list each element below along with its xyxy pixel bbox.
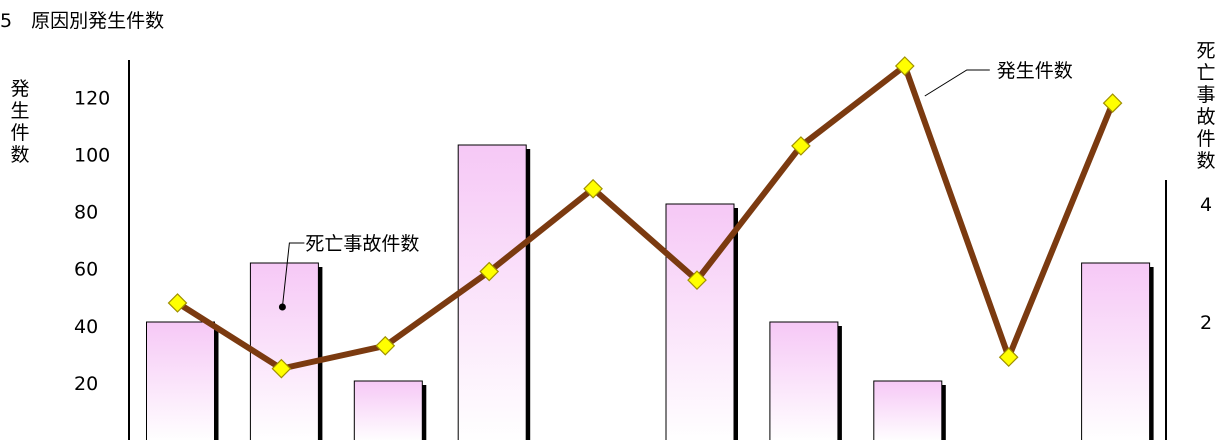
left-tick-label: 40 bbox=[74, 316, 98, 338]
right-tick-label: 2 bbox=[1200, 312, 1212, 334]
line-point bbox=[271, 358, 292, 379]
line-series bbox=[175, 62, 1116, 372]
right-tick-label: 4 bbox=[1200, 194, 1212, 216]
left-tick-label: 20 bbox=[74, 373, 98, 395]
line-point bbox=[1102, 93, 1123, 113]
line-point bbox=[687, 270, 707, 290]
bar bbox=[353, 380, 423, 440]
bar bbox=[146, 321, 215, 440]
line-callout-leader bbox=[924, 69, 990, 97]
line-point bbox=[583, 178, 603, 199]
line-series-label: 発生件数 bbox=[997, 60, 1073, 82]
left-tick-label: 100 bbox=[74, 145, 110, 167]
bar-callout-leader bbox=[281, 242, 305, 308]
bar bbox=[665, 203, 735, 440]
left-axis-label: 発生件数 bbox=[10, 78, 30, 166]
line-point bbox=[894, 56, 915, 76]
bar bbox=[873, 380, 943, 440]
line-point bbox=[375, 335, 396, 356]
bar bbox=[769, 321, 839, 440]
line-point bbox=[479, 261, 500, 282]
left-tick-label: 120 bbox=[74, 87, 110, 109]
left-tick-label: 60 bbox=[74, 259, 98, 281]
left-tick-label: 80 bbox=[74, 202, 98, 224]
line-point bbox=[167, 293, 188, 313]
bar bbox=[457, 144, 527, 440]
line-point bbox=[791, 136, 811, 156]
chart-title: 5 原因別発生件数 bbox=[0, 10, 165, 32]
right-axis-label: 死亡事故件数 bbox=[1196, 40, 1216, 172]
bar-series-label: 死亡事故件数 bbox=[305, 233, 419, 255]
bar bbox=[1081, 262, 1151, 440]
line-point bbox=[998, 347, 1019, 368]
